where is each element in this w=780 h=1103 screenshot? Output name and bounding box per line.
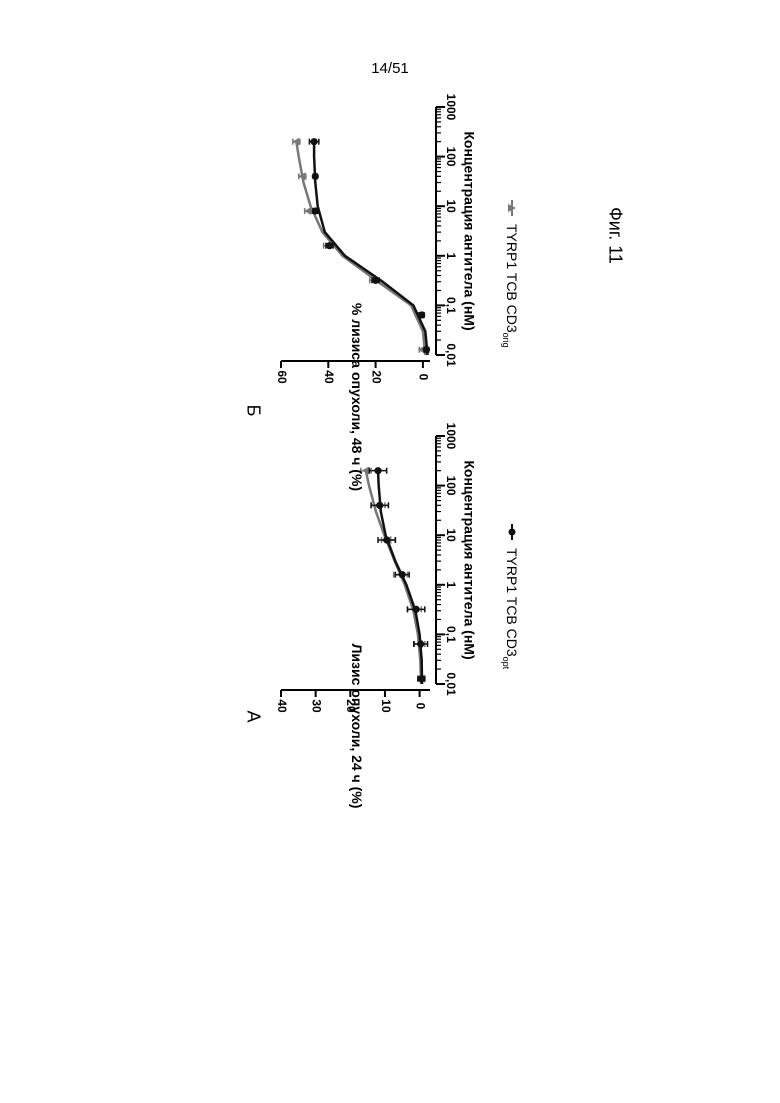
data-point (372, 277, 379, 284)
legend-marker (509, 529, 516, 536)
data-point (376, 502, 383, 509)
legend-label: TYRP1 TCB CD3opt (501, 548, 520, 670)
x-axis-label: Концентрация антитела (нМ) (461, 460, 477, 659)
data-point (311, 138, 318, 145)
data-point (326, 242, 333, 249)
data-point (418, 675, 425, 682)
data-point (374, 467, 381, 474)
y-tick-label: 0 (417, 374, 431, 381)
x-tick-label: 0,01 (444, 343, 458, 367)
x-tick-label: 0,1 (444, 297, 458, 314)
y-tick-label: 20 (369, 370, 383, 384)
x-tick-label: 10 (444, 529, 458, 543)
y-tick-label: 40 (322, 370, 336, 384)
x-tick-label: 100 (444, 476, 458, 496)
y-tick-label: 40 (275, 699, 289, 713)
x-tick-label: 0,1 (444, 626, 458, 643)
y-axis-label: % лизиса опухоли, 48 ч (%) (349, 303, 365, 491)
chart-panel-a: 0,010,11101001000Концентрация антитела (… (275, 423, 477, 809)
x-tick-label: 1 (444, 581, 458, 588)
x-tick-label: 100 (444, 147, 458, 167)
y-tick-label: 60 (275, 370, 289, 384)
data-point (312, 173, 319, 180)
legend-entry-opt: TYRP1 TCB CD3opt (501, 524, 520, 670)
data-point (423, 346, 430, 353)
x-tick-label: 1000 (444, 94, 458, 121)
x-tick-label: 0,01 (444, 672, 458, 696)
y-axis-label: Лизис опухоли, 24 ч (%) (349, 644, 365, 809)
y-tick-label: 30 (309, 699, 323, 713)
x-axis-label: Концентрация антитела (нМ) (461, 131, 477, 330)
data-point (383, 536, 390, 543)
x-tick-label: 10 (444, 200, 458, 214)
data-point (417, 640, 424, 647)
data-point (399, 571, 406, 578)
y-tick-label: 10 (379, 699, 393, 713)
x-tick-label: 1 (444, 252, 458, 259)
legend-label: TYRP1 TCB CD3orig (501, 224, 520, 348)
legend-entry-orig: TYRP1 TCB CD3orig (501, 200, 520, 348)
data-point (418, 311, 425, 318)
data-point (312, 207, 319, 214)
y-tick-label: 0 (413, 703, 427, 710)
x-tick-label: 1000 (444, 423, 458, 450)
data-point (413, 606, 420, 613)
